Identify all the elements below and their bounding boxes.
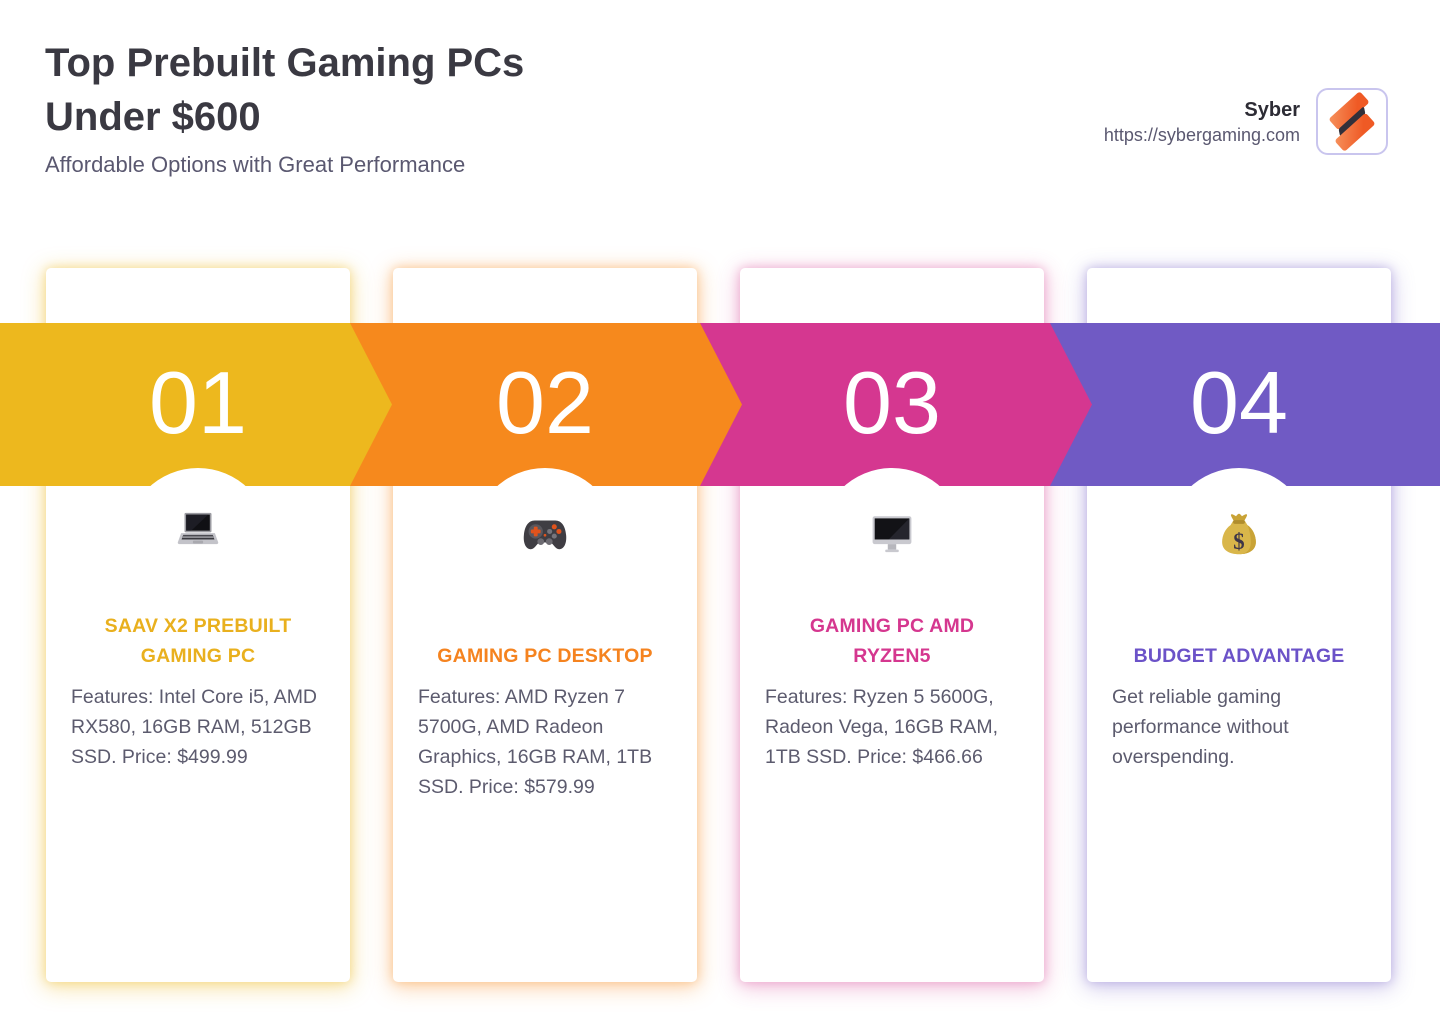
- brand-url: https://sybergaming.com: [1103, 124, 1300, 145]
- step-4-description: Get reliable gaming performance without …: [1112, 686, 1289, 768]
- laptop-icon: [177, 512, 219, 545]
- step-4-number: 04: [1190, 353, 1288, 452]
- step-3-description: Features: Ryzen 5 5600G, Radeon Vega, 16…: [765, 686, 999, 768]
- gamepad-icon: [523, 520, 567, 550]
- money-bag-icon: $: [1222, 513, 1256, 555]
- chevron-band-3: [700, 323, 1092, 486]
- page-title-line2: Under $600: [45, 95, 261, 139]
- page-title: Top Prebuilt Gaming PCs Under $600: [45, 36, 605, 144]
- brand-logo-icon: [1316, 88, 1388, 155]
- brand-name: Syber: [1244, 98, 1300, 121]
- desktop-computer-icon: [872, 516, 912, 553]
- page-subtitle: Affordable Options with Great Performanc…: [45, 152, 466, 177]
- chevron-band-2: [350, 323, 742, 486]
- svg-text:$: $: [1233, 529, 1244, 554]
- page-title-line1: Top Prebuilt Gaming PCs: [45, 41, 525, 85]
- step-2-title: GAMING PC DESKTOP: [437, 645, 653, 667]
- step-1-icon-circle: [126, 468, 270, 612]
- step-2-icon-circle: [473, 468, 617, 612]
- step-1-description: Features: Intel Core i5, AMD RX580, 16GB…: [71, 686, 318, 768]
- chevron-band-1: [0, 323, 392, 486]
- step-4-title: BUDGET ADVANTAGE: [1133, 645, 1345, 667]
- step-3-number: 03: [843, 353, 941, 452]
- step-3-icon-circle: [820, 468, 964, 612]
- step-2-description: Features: AMD Ryzen 7 5700G, AMD Radeon …: [418, 686, 653, 798]
- brand-logo-mark: [1325, 91, 1380, 152]
- step-2-number: 02: [496, 353, 594, 452]
- chevron-band-4: [1050, 323, 1440, 486]
- brand-block: Syber https://sybergaming.com: [1104, 88, 1388, 155]
- step-3-title: GAMING PC AMD RYZEN5: [809, 615, 975, 667]
- step-4-icon-circle: $: [1167, 468, 1311, 612]
- step-1-number: 01: [149, 353, 247, 452]
- brand-text: Syber https://sybergaming.com: [1104, 97, 1300, 147]
- step-1-title: SAAV X2 PREBUILT GAMING PC: [104, 615, 292, 667]
